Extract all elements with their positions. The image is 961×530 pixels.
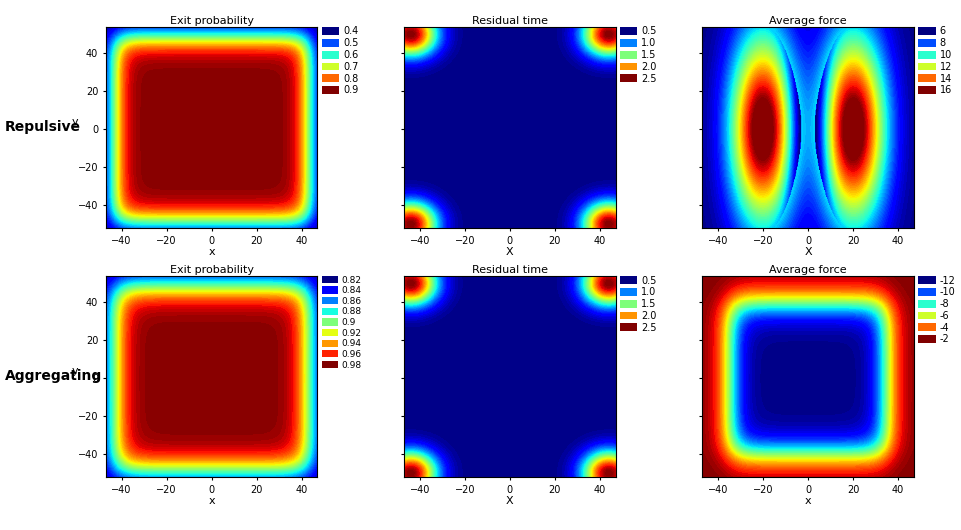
- X-axis label: x: x: [804, 496, 810, 506]
- Legend: 6, 8, 10, 12, 14, 16: 6, 8, 10, 12, 14, 16: [917, 26, 950, 95]
- X-axis label: X: X: [505, 496, 513, 506]
- Legend: 0.5, 1.0, 1.5, 2.0, 2.5: 0.5, 1.0, 1.5, 2.0, 2.5: [619, 26, 656, 84]
- Legend: 0.4, 0.5, 0.6, 0.7, 0.8, 0.9: 0.4, 0.5, 0.6, 0.7, 0.8, 0.9: [321, 26, 358, 95]
- Legend: -12, -10, -8, -6, -4, -2: -12, -10, -8, -6, -4, -2: [917, 276, 954, 344]
- X-axis label: X: X: [803, 247, 811, 257]
- Title: Exit probability: Exit probability: [169, 16, 254, 26]
- X-axis label: x: x: [209, 496, 214, 506]
- Title: Average force: Average force: [769, 16, 846, 26]
- X-axis label: X: X: [505, 247, 513, 257]
- Title: Average force: Average force: [769, 265, 846, 275]
- X-axis label: x: x: [209, 247, 214, 257]
- Legend: 0.5, 1.0, 1.5, 2.0, 2.5: 0.5, 1.0, 1.5, 2.0, 2.5: [619, 276, 656, 333]
- Text: Repulsive: Repulsive: [5, 120, 81, 134]
- Title: Residual time: Residual time: [471, 16, 548, 26]
- Legend: 0.82, 0.84, 0.86, 0.88, 0.9, 0.92, 0.94, 0.96, 0.98: 0.82, 0.84, 0.86, 0.88, 0.9, 0.92, 0.94,…: [321, 276, 361, 369]
- Y-axis label: y: y: [71, 366, 78, 376]
- Title: Exit probability: Exit probability: [169, 265, 254, 275]
- Y-axis label: y: y: [71, 117, 78, 127]
- Title: Residual time: Residual time: [471, 265, 548, 275]
- Text: Aggregating: Aggregating: [5, 369, 102, 383]
